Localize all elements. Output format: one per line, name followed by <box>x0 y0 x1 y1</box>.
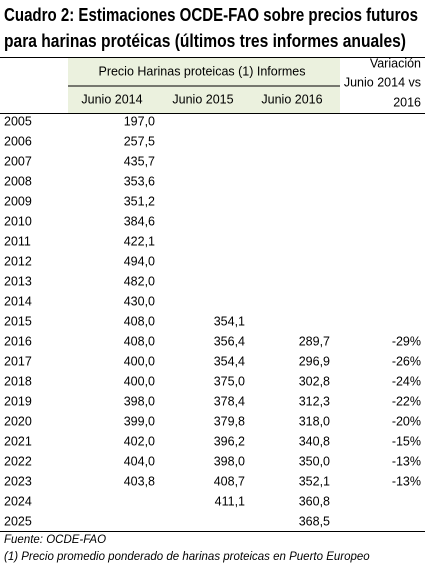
table-cell: 396,2 <box>214 434 245 448</box>
table-cell: -20% <box>392 414 421 428</box>
row-year: 2005 <box>4 114 32 128</box>
column-header: Junio 2016 <box>261 92 322 106</box>
row-year: 2025 <box>4 514 32 528</box>
title-line: para harinas protéicas (últimos tres inf… <box>4 31 406 51</box>
row-year: 2020 <box>4 414 32 428</box>
table-cell: 422,1 <box>124 234 155 248</box>
row-year: 2012 <box>4 254 32 268</box>
variation-header: 2016 <box>393 95 421 109</box>
table-cell: 399,0 <box>124 414 155 428</box>
column-header: Junio 2014 <box>81 92 142 106</box>
variation-header: Variación <box>370 56 421 70</box>
table-cell: 435,7 <box>124 154 155 168</box>
table-cell: 368,5 <box>299 514 330 528</box>
table-cell: 408,7 <box>214 474 245 488</box>
table-cell: 257,5 <box>124 134 155 148</box>
row-year: 2021 <box>4 434 32 448</box>
row-year: 2006 <box>4 134 32 148</box>
row-year: 2015 <box>4 314 32 328</box>
table-cell: -13% <box>392 454 421 468</box>
table-cell: 375,0 <box>214 374 245 388</box>
table-cell: 384,6 <box>124 214 155 228</box>
row-year: 2019 <box>4 394 32 408</box>
table-cell: 379,8 <box>214 414 245 428</box>
table-cell: 350,0 <box>299 454 330 468</box>
top-border <box>0 57 425 58</box>
table-cell: 354,1 <box>214 314 245 328</box>
table-cell: 352,1 <box>299 474 330 488</box>
row-year: 2013 <box>4 274 32 288</box>
table-cell: 354,4 <box>214 354 245 368</box>
table-cell: 289,7 <box>299 334 330 348</box>
footnote: Fuente: OCDE-FAO <box>4 534 106 546</box>
table-cell: -24% <box>392 374 421 388</box>
row-year: 2014 <box>4 294 32 308</box>
table-cell: 482,0 <box>124 274 155 288</box>
table-cell: 296,9 <box>299 354 330 368</box>
table-cell: 402,0 <box>124 434 155 448</box>
table-cell: -29% <box>392 334 421 348</box>
table-cell: 312,3 <box>299 394 330 408</box>
table-cell: -13% <box>392 474 421 488</box>
table-cell: 318,0 <box>299 414 330 428</box>
row-year: 2011 <box>4 234 31 248</box>
bottom-border <box>0 531 425 532</box>
table-cell: 430,0 <box>124 294 155 308</box>
table-cell: 360,8 <box>299 494 330 508</box>
row-year: 2023 <box>4 474 32 488</box>
row-year: 2009 <box>4 194 32 208</box>
variation-header: Junio 2014 vs <box>344 75 421 89</box>
table-cell: 378,4 <box>214 394 245 408</box>
table-cell: 400,0 <box>124 374 155 388</box>
table-cell: -15% <box>392 434 421 448</box>
table-cell: 398,0 <box>124 394 155 408</box>
title-line: Cuadro 2: Estimaciones OCDE-FAO sobre pr… <box>4 5 418 25</box>
table-cell: 411,1 <box>215 494 245 508</box>
table-cell: 356,4 <box>214 334 245 348</box>
table-cell: 398,0 <box>214 454 245 468</box>
row-year: 2018 <box>4 374 32 388</box>
row-year: 2010 <box>4 214 32 228</box>
table-cell: -22% <box>392 394 421 408</box>
row-year: 2008 <box>4 174 32 188</box>
column-header: Junio 2015 <box>172 92 233 106</box>
group-header: Precio Harinas proteicas (1) Informes <box>98 64 305 78</box>
table-cell: 403,8 <box>124 474 155 488</box>
table-cell: 353,6 <box>124 174 155 188</box>
table-cell: -26% <box>392 354 421 368</box>
row-year: 2007 <box>4 154 32 168</box>
table-cell: 351,2 <box>124 194 155 208</box>
header-border <box>0 113 425 114</box>
row-year: 2022 <box>4 454 32 468</box>
row-year: 2024 <box>4 494 32 508</box>
table-cell: 494,0 <box>124 254 155 268</box>
table-cell: 340,8 <box>299 434 330 448</box>
table-cell: 408,0 <box>124 314 155 328</box>
row-year: 2016 <box>4 334 32 348</box>
row-year: 2017 <box>4 354 32 368</box>
table-cell: 400,0 <box>124 354 155 368</box>
footnote: (1) Precio promedio ponderado de harinas… <box>4 551 370 563</box>
table-cell: 408,0 <box>124 334 155 348</box>
table-cell: 197,0 <box>124 114 155 128</box>
table-cell: 404,0 <box>124 454 155 468</box>
table-cell: 302,8 <box>299 374 330 388</box>
